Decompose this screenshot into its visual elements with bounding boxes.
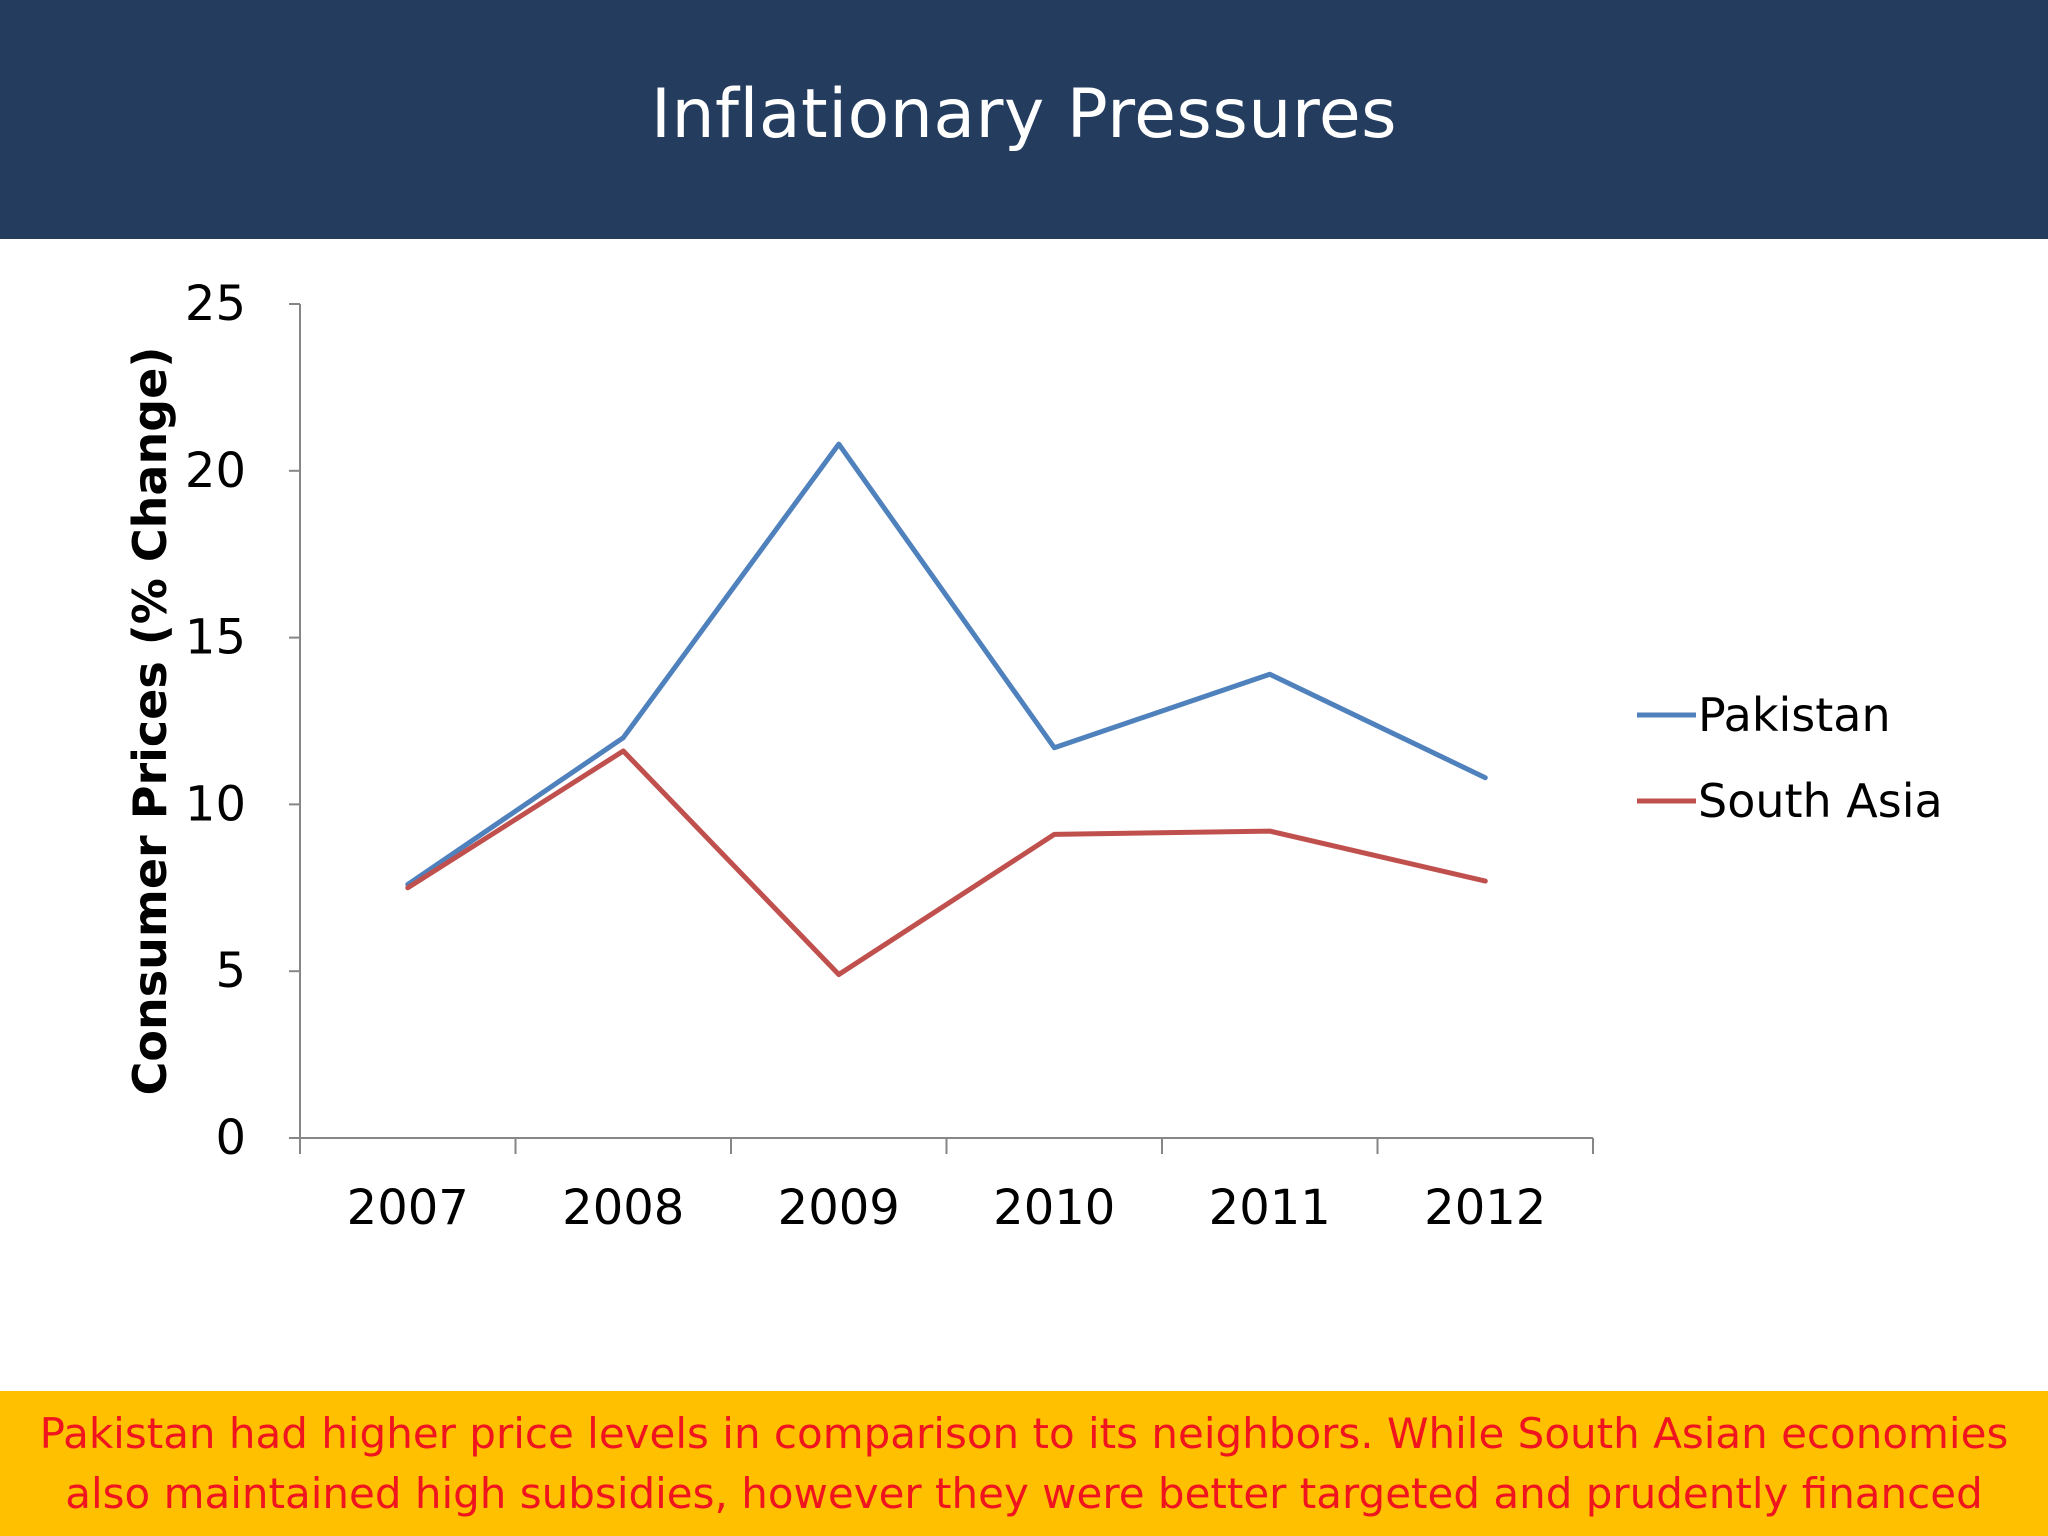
y-axis-label: Consumer Prices (% Change) [123,347,177,1096]
title-bar: Inflationary Pressures [0,0,2048,239]
series-line-pakistan [405,441,1488,887]
x-tick-label: 2011 [1209,1180,1331,1236]
y-tick-label: 10 [185,776,246,832]
footer-line-1: Pakistan had higher price levels in comp… [39,1408,2009,1458]
y-tick-label: 25 [185,276,246,332]
footer-note: Pakistan had higher price levels in comp… [0,1391,2048,1536]
legend-label: South Asia [1698,774,1943,828]
y-tick-labels: 0 5 10 15 20 25 [185,276,246,1166]
legend-label: Pakistan [1698,688,1891,742]
x-tick-label: 2012 [1424,1180,1546,1236]
x-tick-label: 2009 [778,1180,900,1236]
y-tick-label: 0 [215,1110,246,1166]
chart-axes [289,303,1594,1154]
x-tick-label: 2010 [993,1180,1115,1236]
line-chart: 0 5 10 15 20 25 2007 2008 2009 2010 2011 2012 Cons… [123,276,1943,1236]
slide-title: Inflationary Pressures [650,75,1398,154]
x-tick-labels: 2007 2008 2009 2010 2011 2012 [347,1180,1547,1236]
y-tick-label: 5 [215,943,246,999]
x-tick-label: 2008 [562,1180,684,1236]
x-tick-label: 2007 [347,1180,469,1236]
chart-legend: Pakistan South Asia [1637,688,1943,828]
y-tick-label: 20 [185,443,246,499]
y-tick-label: 15 [185,610,246,666]
series-lines [405,441,1488,977]
series-line-south-asia [405,748,1488,977]
footer-line-2: also maintained high subsidies, however … [65,1468,1983,1518]
